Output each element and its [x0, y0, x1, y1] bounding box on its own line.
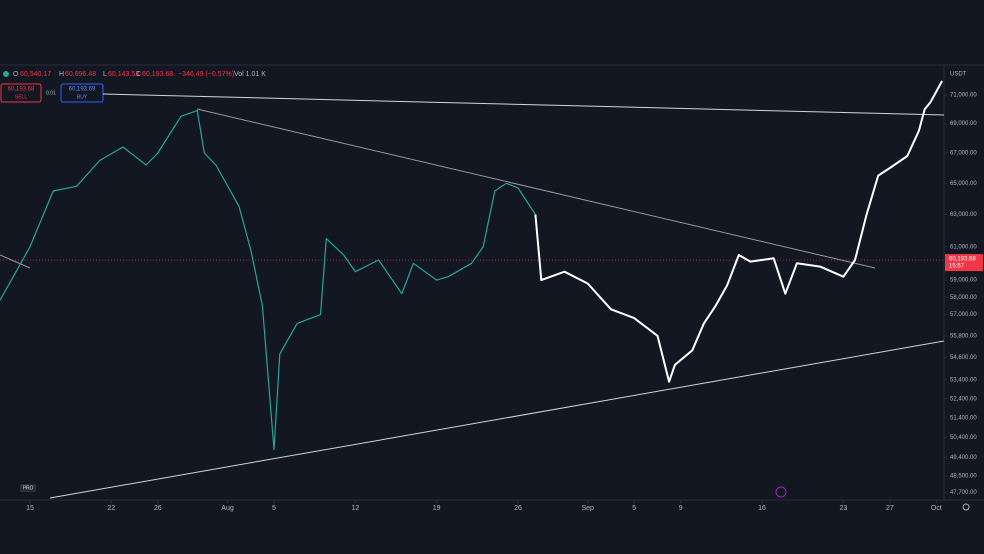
- y-tick-label: 61,000.00: [950, 244, 977, 250]
- low-value: 60,143.53: [108, 71, 139, 78]
- volume: Vol 1.01 K: [234, 71, 266, 78]
- y-tick-label: 59,000.00: [950, 278, 977, 284]
- x-tick-label: 5: [272, 505, 276, 512]
- x-tick-label: 16: [758, 505, 766, 512]
- buy-price: 60,193.69: [69, 87, 96, 93]
- x-tick-label: 12: [351, 505, 359, 512]
- price-tag-countdown: 15:57: [949, 264, 965, 270]
- y-tick-label: 51,400.00: [950, 416, 977, 422]
- x-tick-label: 15: [26, 505, 34, 512]
- y-tick-label: 71,000.00: [950, 93, 977, 99]
- price-line: [0, 110, 536, 451]
- axes: 71,000.00 69,000.00 67,000.00 65,000.00 63,0…: [0, 93, 977, 512]
- y-tick-label: 54,600.00: [950, 355, 977, 361]
- open-label: O: [13, 71, 19, 78]
- y-tick-label: 48,500.00: [950, 474, 977, 480]
- high-label: H: [59, 71, 64, 78]
- spread: 0.01: [46, 90, 56, 96]
- price-tag-box: [945, 254, 983, 272]
- x-tick-label: 26: [154, 505, 162, 512]
- y-tick-label: 65,000.00: [950, 181, 977, 187]
- price-tag-value: 60,193.68: [949, 257, 976, 263]
- y-tick-label: 47,700.00: [950, 490, 977, 496]
- x-tick-label: Aug: [221, 505, 234, 512]
- y-tick-label: 57,000.00: [950, 312, 977, 318]
- y-tick-label: 50,400.00: [950, 435, 977, 441]
- settings-icon[interactable]: [962, 503, 970, 511]
- high-value: 60,696.48: [65, 71, 96, 78]
- close-value: 60,193.68: [142, 71, 173, 78]
- trend-line: [196, 108, 876, 269]
- low-label: L: [103, 71, 107, 78]
- x-tick-label: Sep: [581, 505, 594, 512]
- event-icon[interactable]: [775, 486, 787, 498]
- buy-button[interactable]: [60, 83, 104, 103]
- buy-label: BUY: [77, 94, 88, 100]
- ohlc-header: O 60,540.17 H 60,696.48 L 60,143.53 C 60…: [3, 71, 266, 78]
- trend-line: [102, 93, 945, 116]
- y-tick-label: 55,800.00: [950, 333, 977, 339]
- x-tick-label: 27: [886, 505, 894, 512]
- order-panel: 60,193.68 SELL 0.01 60,193.69 BUY: [0, 83, 104, 103]
- x-tick-label: Oct: [931, 505, 942, 512]
- y-tick-label: 52,400.00: [950, 396, 977, 402]
- open-value: 60,540.17: [20, 71, 51, 78]
- trend-lines: [0, 93, 945, 499]
- x-tick-label: 26: [514, 505, 522, 512]
- y-tick-label: 63,000.00: [950, 212, 977, 218]
- x-tick-label: 19: [433, 505, 441, 512]
- badge: PRO: [23, 485, 34, 491]
- sell-price: 60,193.68: [8, 87, 35, 93]
- price-line: [534, 80, 943, 383]
- sell-button[interactable]: [0, 83, 42, 103]
- y-tick-label: 58,000.00: [950, 295, 977, 301]
- x-tick-label: 23: [839, 505, 847, 512]
- x-tick-label: 5: [632, 505, 636, 512]
- x-tick-label: 22: [107, 505, 115, 512]
- y-tick-label: 67,000.00: [950, 151, 977, 157]
- x-tick-label: 9: [679, 505, 683, 512]
- status-dot: [3, 71, 9, 77]
- close-label: C: [136, 71, 141, 78]
- trend-line: [0, 254, 31, 269]
- currency-selector[interactable]: USDT: [950, 72, 967, 78]
- y-tick-label: 53,400.00: [950, 377, 977, 383]
- badge-box: [20, 484, 36, 492]
- change: −346.49 (−0.57%): [178, 71, 234, 78]
- trend-line: [49, 340, 945, 499]
- sell-label: SELL: [15, 94, 27, 100]
- y-tick-label: 49,400.00: [950, 455, 977, 461]
- y-tick-label: 69,000.00: [950, 121, 977, 127]
